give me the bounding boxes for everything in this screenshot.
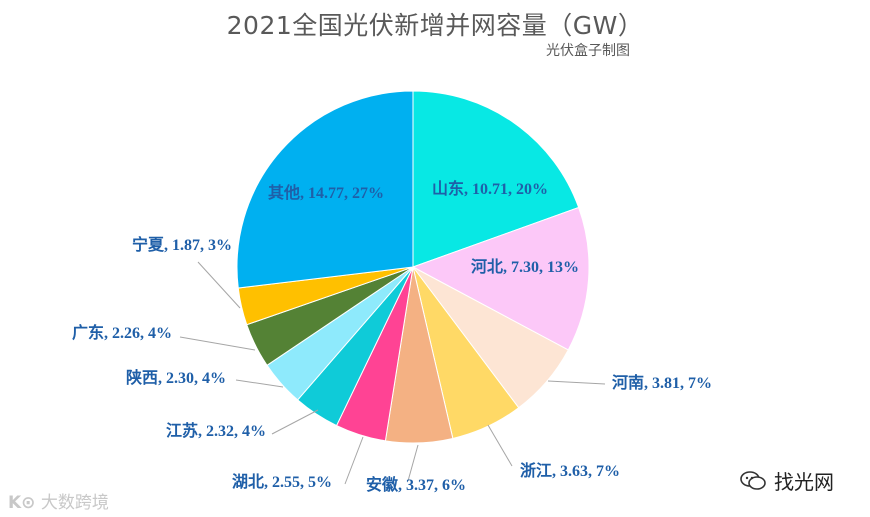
pie-slice-2: [411, 206, 590, 351]
leader-line-9: [179, 336, 256, 351]
pie-slice-1: [412, 90, 580, 268]
watermark-logo-icon: K⊙: [8, 493, 36, 513]
leader-line-3: [547, 380, 606, 385]
wechat-icon: [740, 470, 766, 490]
slice-label-1: 山东, 10.71, 20%: [432, 179, 548, 198]
chart-subtitle: 光伏盒子制图: [546, 43, 630, 59]
leader-line-6: [344, 436, 364, 485]
watermark-right-text: 找光网: [774, 470, 834, 494]
leader-line-8: [235, 379, 284, 388]
watermark-left: K⊙ 大数跨境: [8, 488, 109, 513]
slice-label-7: 江苏, 2.32, 4%: [166, 421, 266, 440]
slice-label-9: 广东, 2.26, 4%: [72, 323, 172, 342]
chart-title: 2021全国光伏新增并网容量（GW）: [226, 11, 644, 40]
leader-line-4: [487, 424, 513, 467]
leader-line-10: [197, 261, 241, 309]
slice-label-2: 河北, 7.30, 13%: [471, 257, 579, 276]
slice-label-4: 浙江, 3.63, 7%: [520, 461, 620, 480]
slice-label-6: 湖北, 2.55, 5%: [232, 473, 332, 491]
slice-label-10: 宁夏, 1.87, 3%: [132, 235, 232, 254]
watermark-left-text: 大数跨境: [40, 493, 109, 513]
slice-label-5: 安徽, 3.37, 6%: [366, 475, 466, 494]
leader-line-5: [407, 444, 419, 482]
leader-line-7: [271, 409, 319, 435]
slice-label-8: 陕西, 2.30, 4%: [126, 368, 226, 387]
slice-label-11: 其他, 14.77, 27%: [268, 183, 384, 202]
slice-label-3: 河南, 3.81, 7%: [612, 373, 712, 392]
watermark-right: 找光网: [740, 466, 834, 495]
pie-slice-11: [236, 90, 414, 289]
